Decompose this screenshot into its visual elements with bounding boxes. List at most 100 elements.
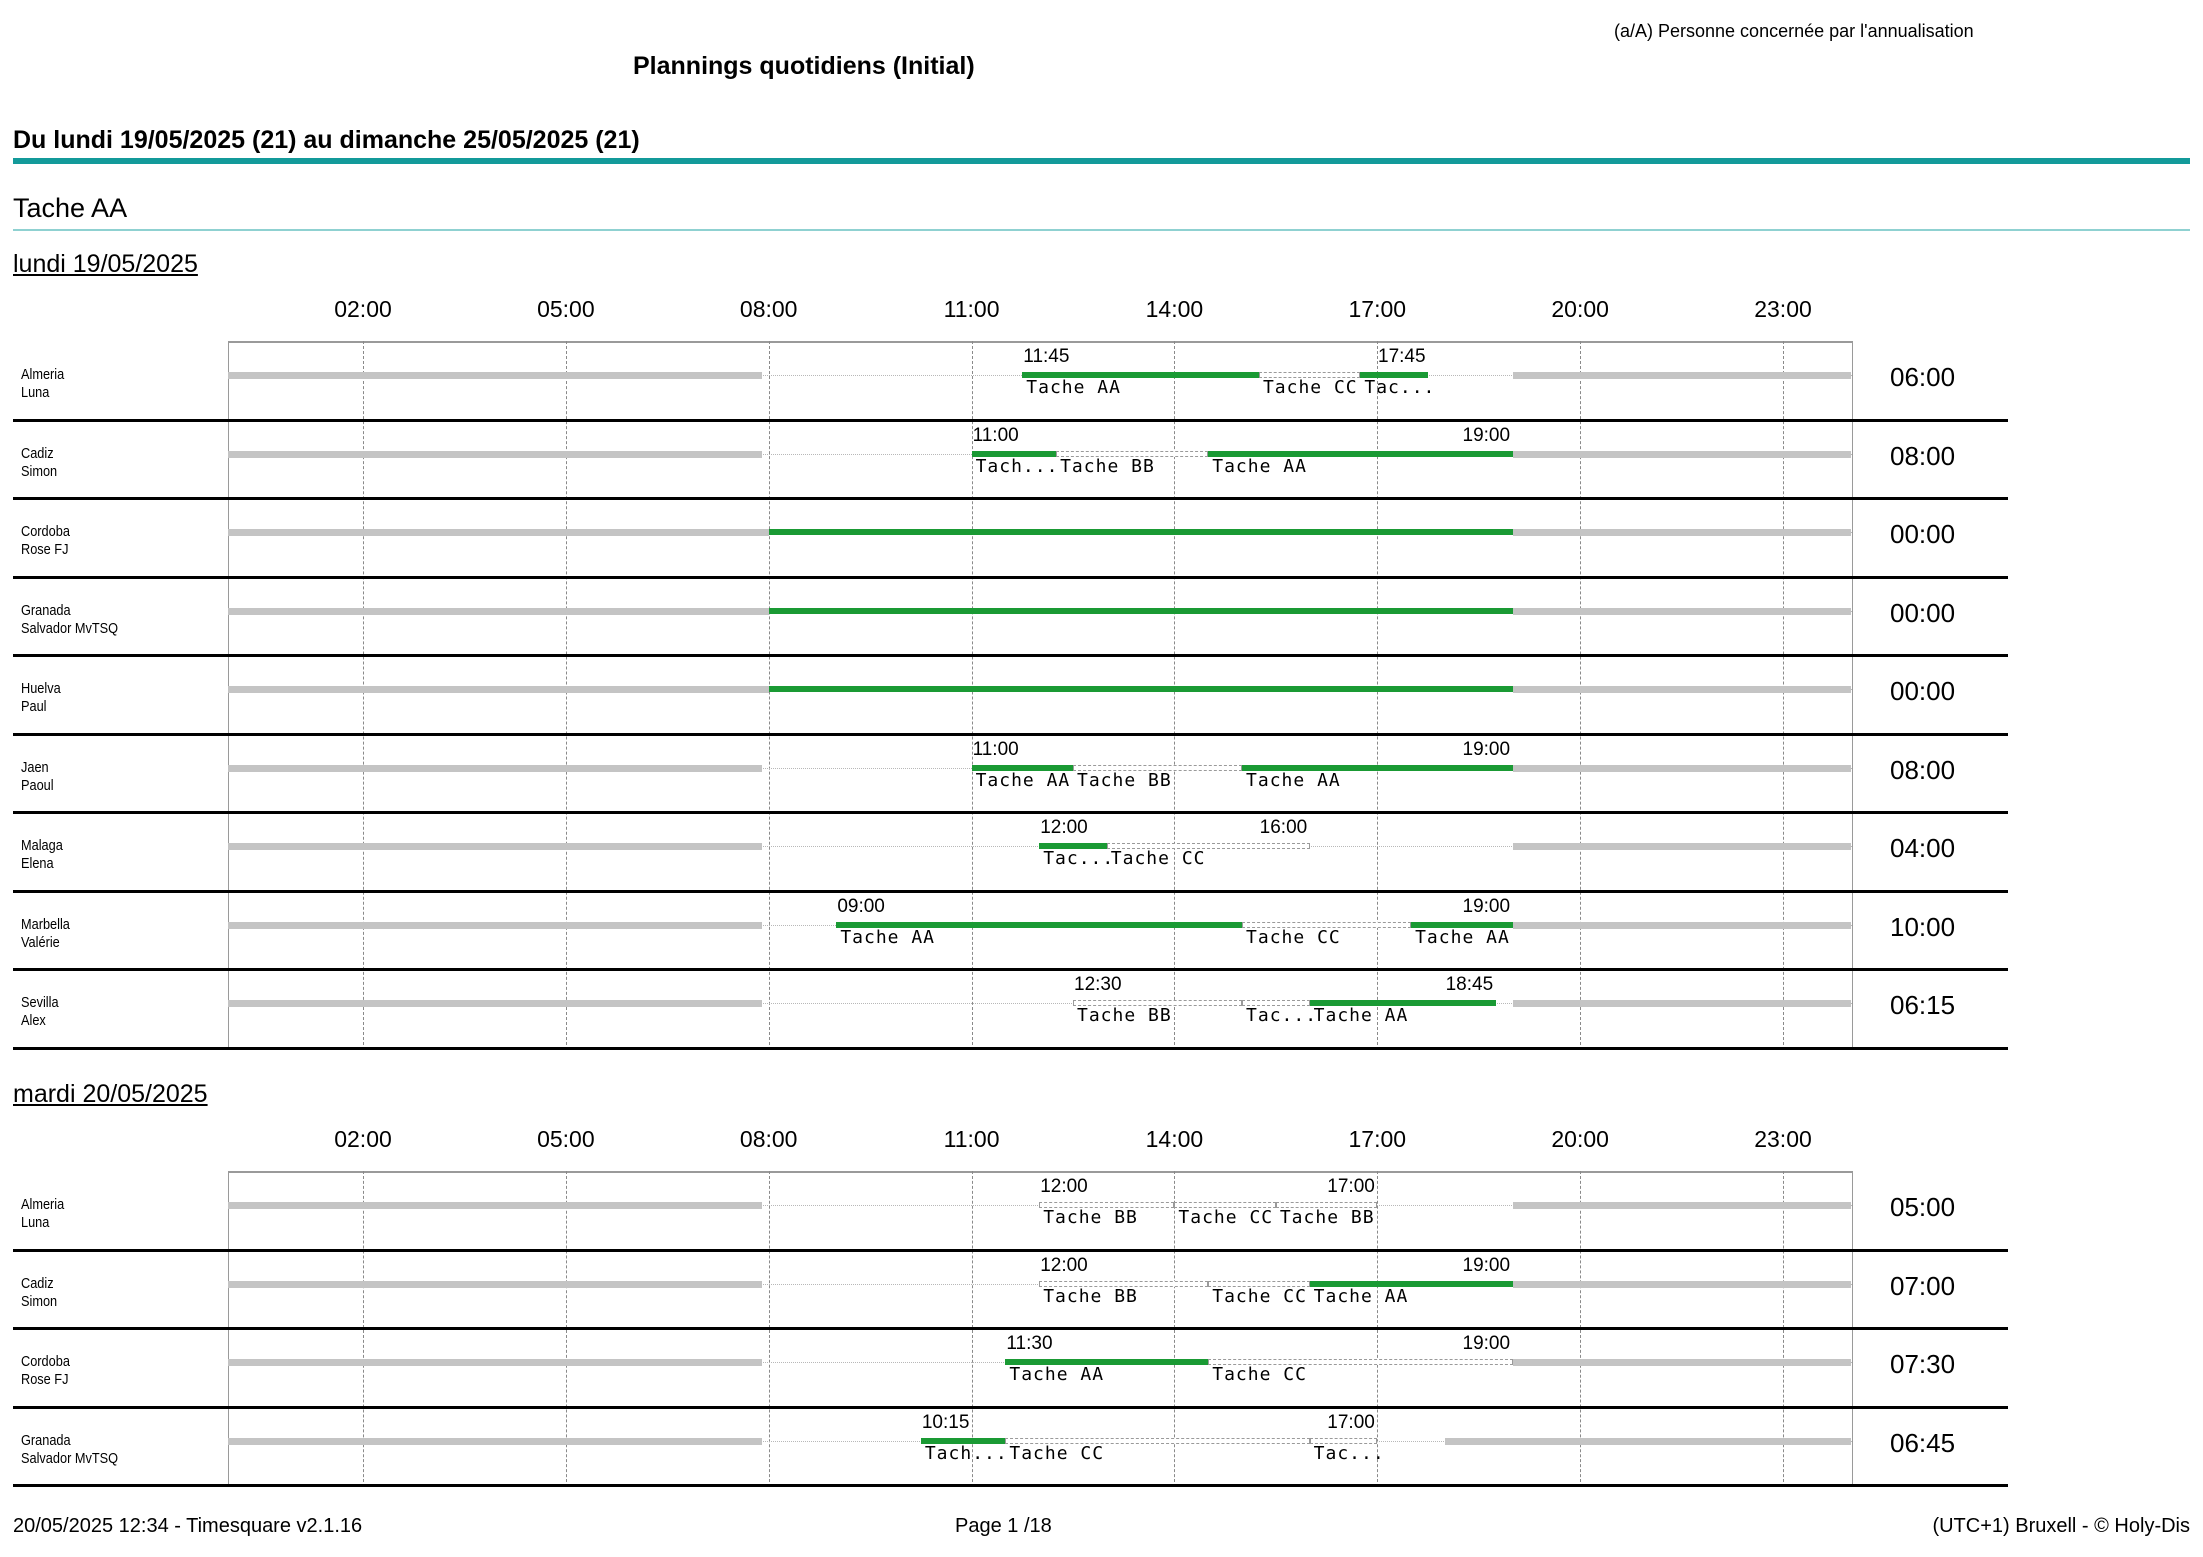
segment-label: Tac...	[1313, 1442, 1385, 1464]
segment-label: Tache CC	[1110, 848, 1206, 869]
row-divider	[13, 732, 2008, 736]
hour-gridline	[1783, 341, 1784, 1050]
employee-last-name: Cordoba	[21, 523, 70, 540]
availability-bar	[228, 529, 769, 536]
segment-label: Tache BB	[1077, 769, 1172, 791]
availability-bar	[228, 607, 769, 615]
employee-last-name: Cordoba	[21, 1353, 70, 1370]
row-divider	[13, 1327, 2008, 1330]
employee-last-name: Jaen	[21, 758, 49, 776]
employee-first-name: Valérie	[21, 933, 60, 951]
hour-tick-label: 14:00	[1145, 1126, 1204, 1152]
segment-label: Tache BB	[1279, 1207, 1375, 1228]
segment-label: Tache CC	[1009, 1442, 1105, 1464]
shift-start-time: 12:00	[1040, 1176, 1088, 1197]
shift-end-time: 19:00	[1462, 738, 1511, 760]
segment-label: Tache AA	[1313, 1285, 1409, 1307]
other-task-segment	[1309, 1437, 1378, 1444]
availability-bar	[1512, 529, 1851, 536]
hour-gridline	[768, 341, 770, 1050]
shift-total: 06:00	[1890, 362, 1956, 392]
scheduled-segment	[1208, 450, 1513, 457]
shift-end-time: 17:45	[1378, 346, 1426, 367]
hour-tick-label: 14:00	[1145, 296, 1204, 322]
segment-label: Tache AA	[1246, 769, 1341, 791]
employee-last-name: Almeria	[21, 1196, 65, 1213]
shift-end-time: 17:00	[1327, 1411, 1375, 1433]
availability-bar	[228, 1280, 762, 1288]
availability-bar	[228, 921, 762, 929]
shift-total: 07:00	[1890, 1270, 1956, 1301]
row-divider	[13, 1484, 2008, 1487]
annualisation-legend: (a/A) Personne concernée par l'annualisa…	[1614, 21, 1974, 41]
shift-end-time: 19:00	[1462, 424, 1511, 446]
hour-gridline	[1174, 341, 1176, 1050]
other-task-segment	[1005, 1437, 1310, 1444]
employee-first-name: Simon	[21, 462, 58, 480]
other-task-segment	[1106, 843, 1310, 849]
footer-page-number: Page 1 /18	[955, 1515, 1052, 1537]
row-divider	[13, 968, 2008, 971]
scheduled-segment	[836, 921, 1243, 928]
other-task-segment	[1275, 1202, 1378, 1208]
scheduled-segment	[1005, 1359, 1209, 1365]
other-task-segment	[1208, 1359, 1513, 1365]
availability-bar	[1512, 921, 1851, 929]
availability-bar	[1512, 450, 1851, 458]
other-task-segment	[1039, 1202, 1175, 1208]
hour-tick-label: 05:00	[537, 1126, 595, 1152]
segment-label: Tache AA	[840, 926, 936, 948]
availability-bar	[1512, 764, 1851, 772]
hour-gridline	[971, 341, 973, 1050]
hour-tick-label: 17:00	[1348, 1126, 1407, 1152]
timeline-left-border	[228, 341, 229, 1050]
availability-bar	[228, 686, 769, 693]
scheduled-segment	[768, 686, 1513, 692]
segment-label: Tach...	[975, 455, 1059, 477]
task-heading: Tache AA	[13, 193, 128, 223]
shift-start-time: 12:00	[1040, 817, 1088, 838]
shift-total: 08:00	[1890, 754, 1956, 785]
segment-label: Tac...	[1364, 377, 1436, 398]
row-divider	[13, 418, 2008, 422]
employee-first-name: Salvador MvTSQ	[21, 619, 119, 637]
scheduled-segment	[1309, 1000, 1496, 1006]
availability-bar	[1512, 1202, 1851, 1209]
segment-label: Tache CC	[1246, 926, 1341, 948]
other-task-segment	[1174, 1202, 1276, 1208]
hour-gridline	[565, 341, 567, 1050]
availability-bar	[228, 1437, 762, 1445]
employee-first-name: Luna	[21, 1214, 50, 1231]
row-divider	[13, 497, 2008, 500]
segment-label: Tache AA	[975, 769, 1071, 791]
segment-label: Tac...	[1043, 848, 1115, 869]
shift-start-time: 11:00	[972, 738, 1019, 760]
segment-label: Tache CC	[1262, 377, 1358, 398]
shift-total: 00:00	[1890, 519, 1956, 549]
shift-total: 10:00	[1890, 911, 1956, 942]
hour-gridline	[1580, 341, 1582, 1050]
employee-last-name: Granada	[21, 601, 71, 619]
hour-tick-label: 23:00	[1754, 296, 1812, 322]
hour-tick-label: 17:00	[1348, 296, 1407, 322]
shift-end-time: 18:45	[1445, 974, 1494, 995]
row-divider	[13, 1046, 2008, 1050]
employee-first-name: Paoul	[21, 776, 54, 794]
timeline-top-border	[228, 341, 1852, 343]
employee-first-name: Luna	[21, 384, 50, 401]
hour-tick-label: 11:00	[943, 1126, 1000, 1152]
scheduled-segment	[1309, 1280, 1513, 1287]
timeline-top-border	[228, 1171, 1852, 1173]
hour-gridline	[363, 341, 364, 1050]
timeline-right-border	[1852, 341, 1853, 1050]
shift-total: 00:00	[1890, 676, 1956, 706]
hour-tick-label: 05:00	[537, 296, 595, 322]
segment-label: Tache BB	[1043, 1285, 1138, 1307]
scheduled-segment	[971, 450, 1057, 457]
period-heading: Du lundi 19/05/2025 (21) au dimanche 25/…	[13, 126, 640, 154]
day-title: lundi 19/05/2025	[13, 250, 198, 278]
hour-tick-label: 08:00	[739, 296, 798, 322]
employee-first-name: Salvador MvTSQ	[21, 1449, 119, 1467]
shift-start-time: 11:30	[1006, 1333, 1053, 1354]
hour-tick-label: 20:00	[1551, 296, 1609, 322]
